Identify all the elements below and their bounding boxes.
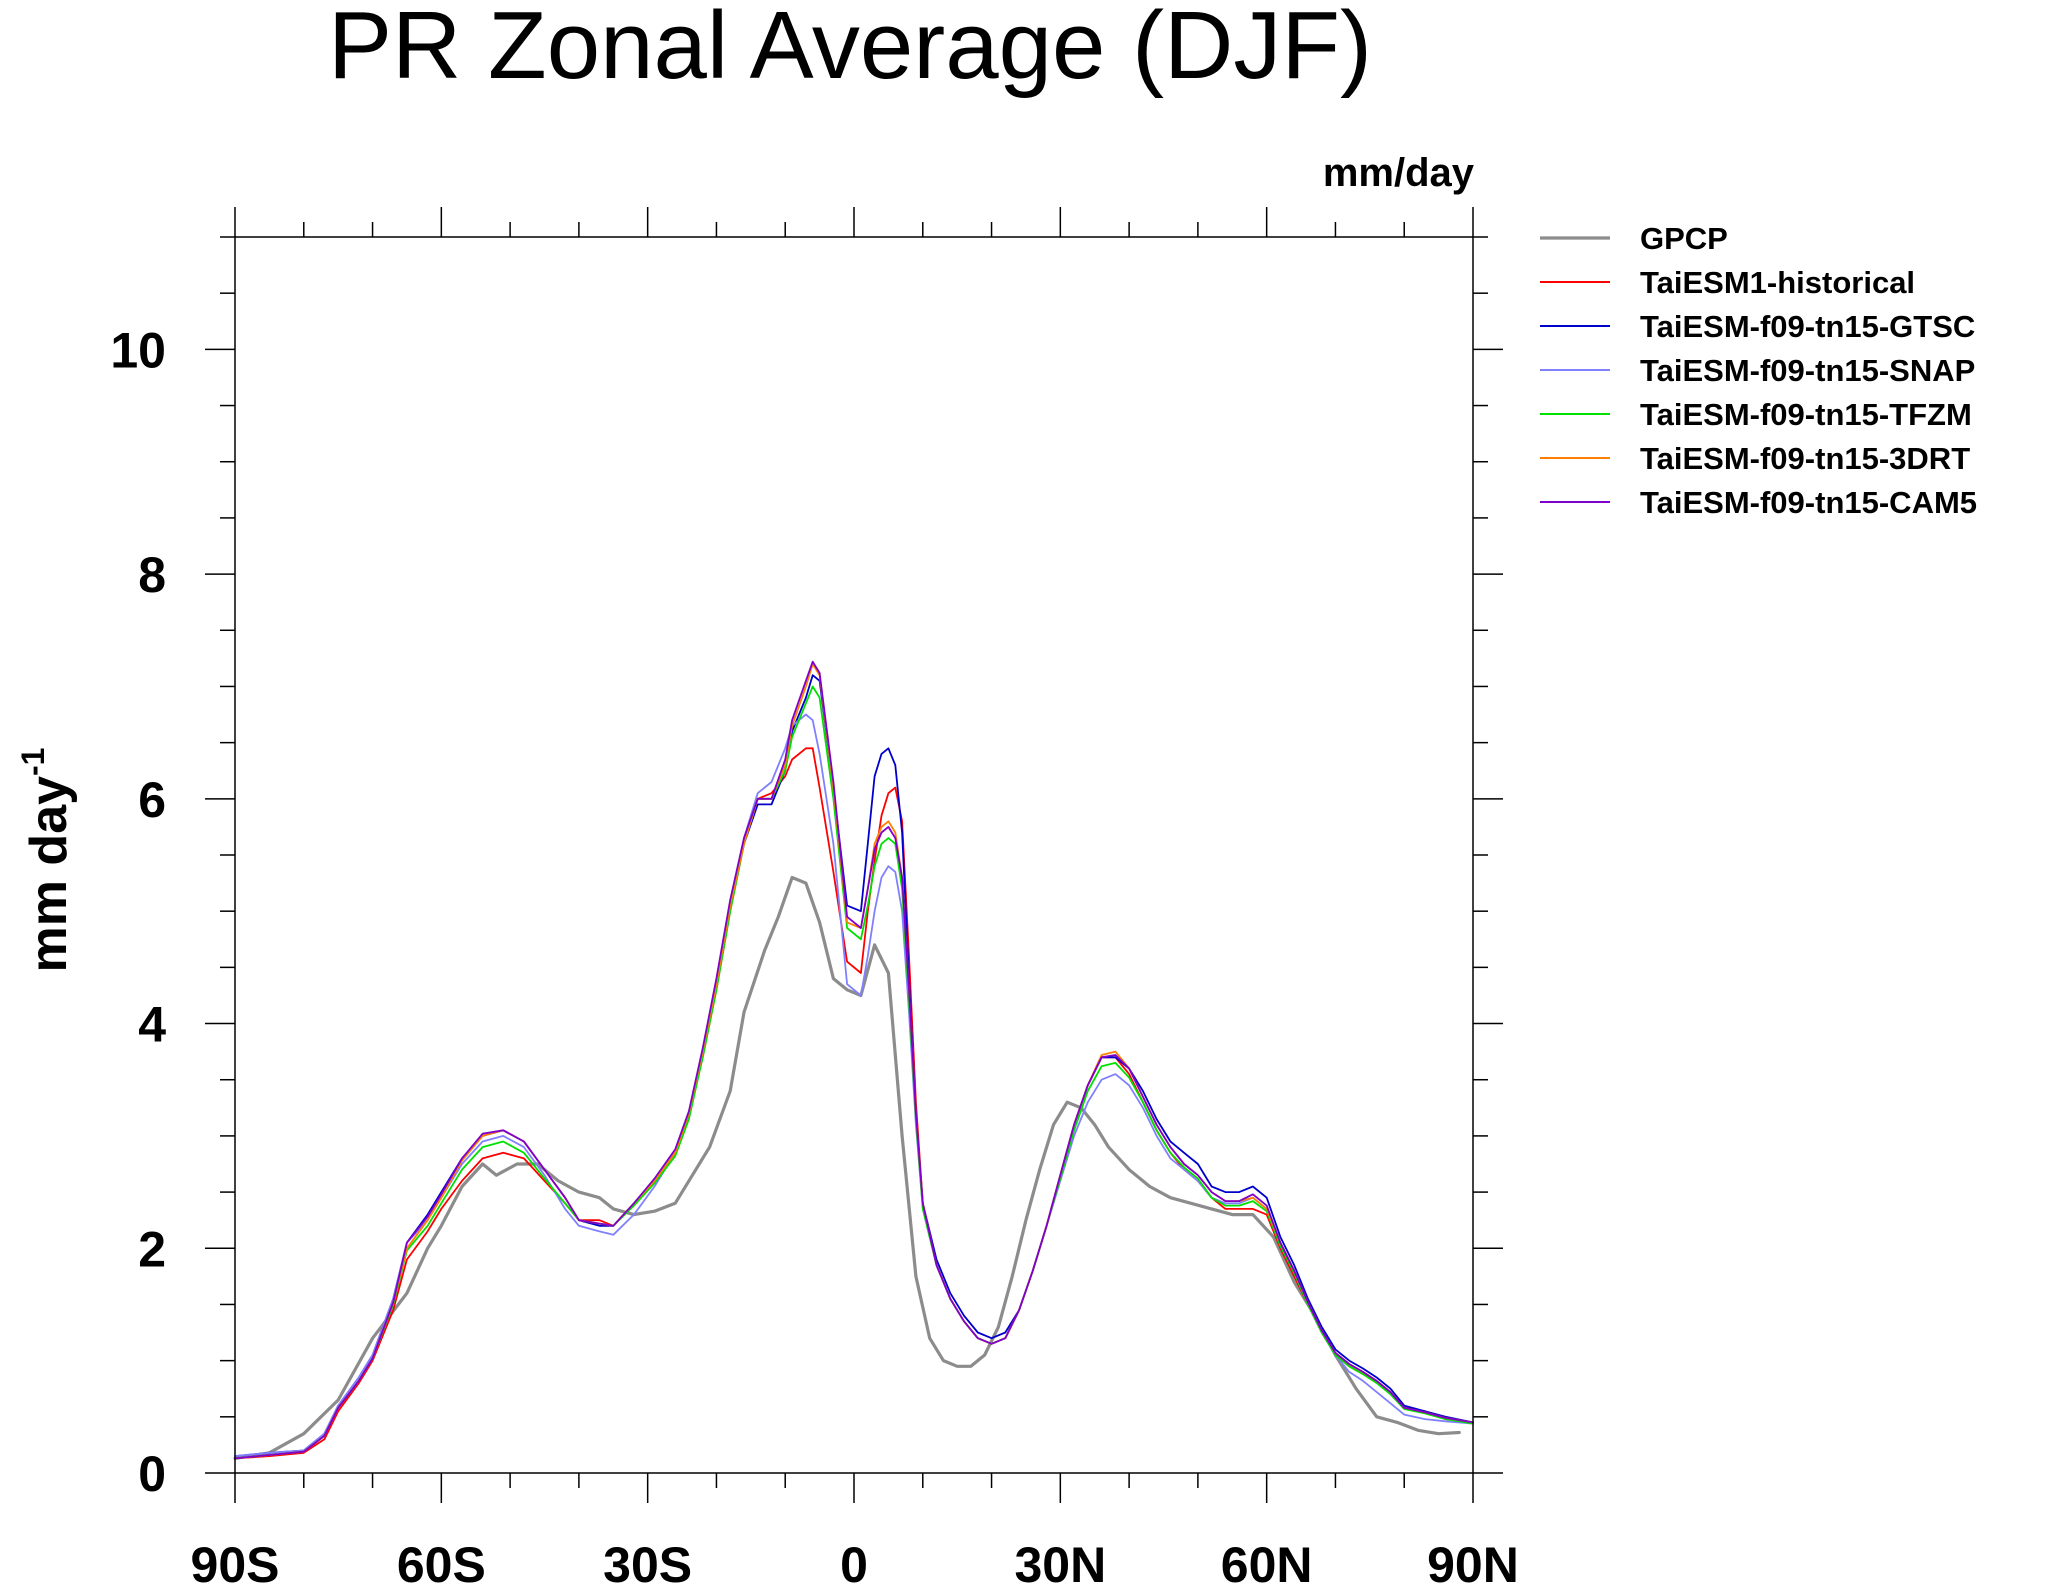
x-tick-label: 60S (397, 1537, 486, 1593)
y-axis-label-superscript: -1 (15, 748, 51, 776)
legend: GPCP TaiESM1-historical TaiESM-f09-tn15-GT… (1540, 221, 1977, 520)
units-label: mm/day (1323, 151, 1475, 195)
y-tick-label: 10 (110, 322, 166, 378)
x-tick-label: 30N (1014, 1537, 1106, 1593)
y-axis-label: mm day-1 (15, 748, 78, 973)
series-line-taiesm-f09-tn15-cam5 (234, 660, 1474, 1460)
x-tick-label: 30S (603, 1537, 692, 1593)
legend-label: TaiESM-f09-tn15-CAM5 (1640, 485, 1977, 520)
legend-label: TaiESM1-historical (1640, 265, 1915, 300)
legend-label: TaiESM-f09-tn15-SNAP (1640, 353, 1975, 388)
series-line-gpcp (233, 875, 1461, 1460)
plot-frame (234, 236, 1474, 1474)
y-tick-label: 2 (138, 1221, 166, 1277)
series-line-taiesm-f09-tn15-snap (234, 713, 1474, 1457)
series-lines (233, 660, 1474, 1460)
x-tick-label: 0 (840, 1537, 868, 1593)
svg-text:mm day-1: mm day-1 (15, 748, 78, 973)
legend-label: GPCP (1640, 221, 1728, 256)
y-tick-labels: 0 2 4 6 8 10 (110, 322, 166, 1502)
series-line-taiesm1-historical (234, 747, 1474, 1460)
y-tick-label: 8 (138, 547, 166, 603)
legend-label: TaiESM-f09-tn15-TFZM (1640, 397, 1972, 432)
legend-label: TaiESM-f09-tn15-3DRT (1640, 441, 1970, 476)
axis-ticks (205, 207, 1503, 1503)
series-line-taiesm-f09-tn15-gtsc (234, 674, 1474, 1457)
x-tick-labels: 90S 60S 30S 0 30N 60N 90N (191, 1537, 1519, 1593)
y-tick-label: 6 (138, 772, 166, 828)
legend-label: TaiESM-f09-tn15-GTSC (1640, 309, 1975, 344)
y-tick-label: 4 (138, 997, 166, 1053)
series-line-taiesm-f09-tn15-3drt (234, 663, 1474, 1460)
y-axis-label-text: mm day (20, 776, 78, 973)
y-tick-label: 0 (138, 1446, 166, 1502)
x-tick-label: 60N (1221, 1537, 1313, 1593)
x-tick-label: 90N (1427, 1537, 1519, 1593)
series-line-taiesm-f09-tn15-tfzm (234, 685, 1474, 1460)
chart-title: PR Zonal Average (DJF) (328, 0, 1372, 99)
x-tick-label: 90S (191, 1537, 280, 1593)
